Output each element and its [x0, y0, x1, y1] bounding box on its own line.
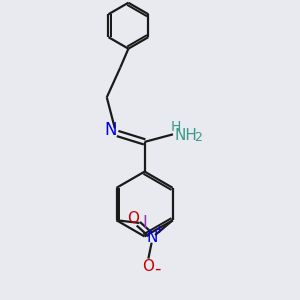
- Text: O: O: [127, 212, 139, 226]
- Text: +: +: [154, 225, 164, 235]
- Text: N: N: [105, 121, 117, 139]
- Text: 2: 2: [194, 131, 202, 144]
- Text: N: N: [147, 230, 158, 245]
- Text: I: I: [143, 214, 148, 232]
- Text: O: O: [142, 259, 154, 274]
- Text: H: H: [170, 120, 181, 134]
- Text: NH: NH: [174, 128, 197, 142]
- Text: -: -: [154, 260, 161, 278]
